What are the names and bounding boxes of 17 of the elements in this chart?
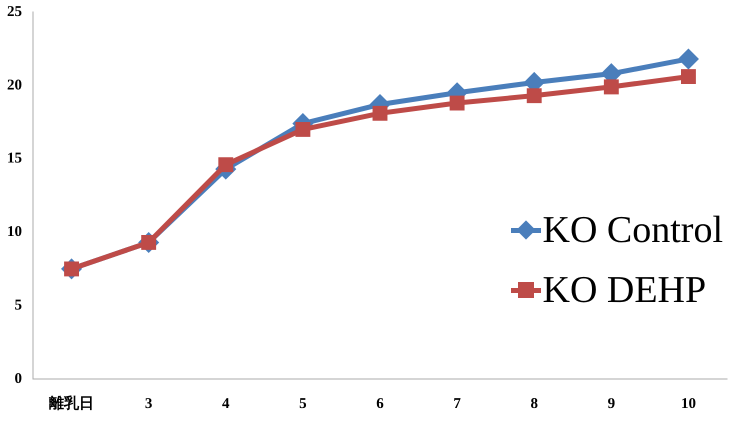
y-tick-label: 0 [14, 370, 22, 387]
legend-label: KO DEHP [542, 268, 706, 312]
y-tick-label: 20 [7, 77, 22, 94]
x-tick-label: 離乳日 [48, 394, 94, 412]
y-tick-label: 10 [7, 224, 22, 240]
y-tick-label: 15 [7, 150, 22, 167]
x-tick-label: 5 [299, 396, 307, 412]
x-tick-label: 6 [376, 396, 384, 412]
legend-label: KO Control [542, 208, 723, 252]
x-tick-label: 10 [680, 396, 696, 412]
x-tick-label: 7 [453, 396, 462, 412]
x-tick-label: 3 [144, 396, 152, 412]
y-tick-label: 25 [7, 4, 22, 20]
x-tick-label: 8 [530, 396, 538, 412]
x-tick-label: 9 [608, 396, 616, 412]
x-tick-label: 4 [222, 396, 230, 412]
y-tick-label: 5 [14, 297, 22, 314]
